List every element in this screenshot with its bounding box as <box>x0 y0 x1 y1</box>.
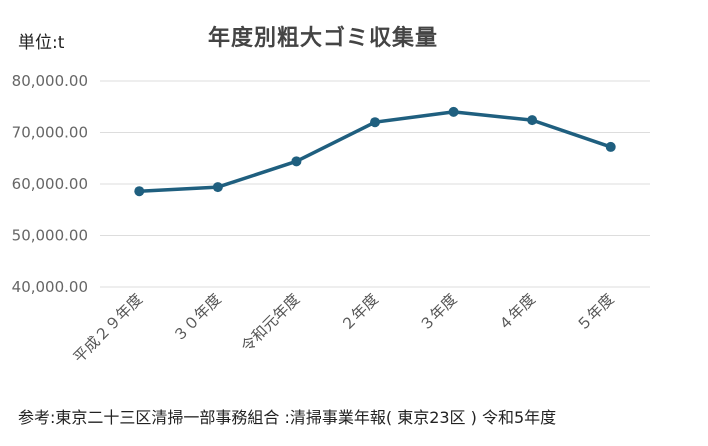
x-tick-label: 平成２９年度 <box>70 290 146 366</box>
x-tick-label: ２年度 <box>337 290 382 335</box>
data-point <box>527 115 538 126</box>
x-tick-label: 令和元年度 <box>237 290 303 356</box>
x-tick-label: ４年度 <box>494 290 539 335</box>
x-tick-label: ３年度 <box>416 290 461 335</box>
data-point <box>291 156 302 167</box>
chart-title: 年度別粗大ゴミ収集量 <box>208 26 439 51</box>
data-point <box>370 117 380 128</box>
source-note: 参考:東京二十三区清掃一部事務組合 :清掃事業年報( 東京23区 ) 令和5年度 <box>18 408 557 427</box>
x-axis-ticks: 平成２９年度 ３０年度 令和元年度 ２年度 ３年度 ４年度 ５年度 <box>70 290 618 366</box>
unit-label: 単位:t <box>18 33 65 53</box>
y-tick-label: 70,000.00 <box>12 124 88 142</box>
data-point <box>448 106 459 117</box>
y-tick-label: 80,000.00 <box>12 72 88 90</box>
y-tick-label: 60,000.00 <box>12 175 88 193</box>
data-point <box>605 141 616 152</box>
grid-lines <box>100 80 650 288</box>
x-tick-label: ３０年度 <box>170 290 225 345</box>
data-point <box>134 186 145 197</box>
y-tick-label: 50,000.00 <box>12 227 88 245</box>
y-axis-ticks: 80,000.00 70,000.00 60,000.00 50,000.00 40,0… <box>12 72 88 296</box>
x-tick-label: ５年度 <box>573 290 618 335</box>
data-point <box>212 182 223 193</box>
y-tick-label: 40,000.00 <box>12 278 88 296</box>
series-layer <box>134 106 616 197</box>
